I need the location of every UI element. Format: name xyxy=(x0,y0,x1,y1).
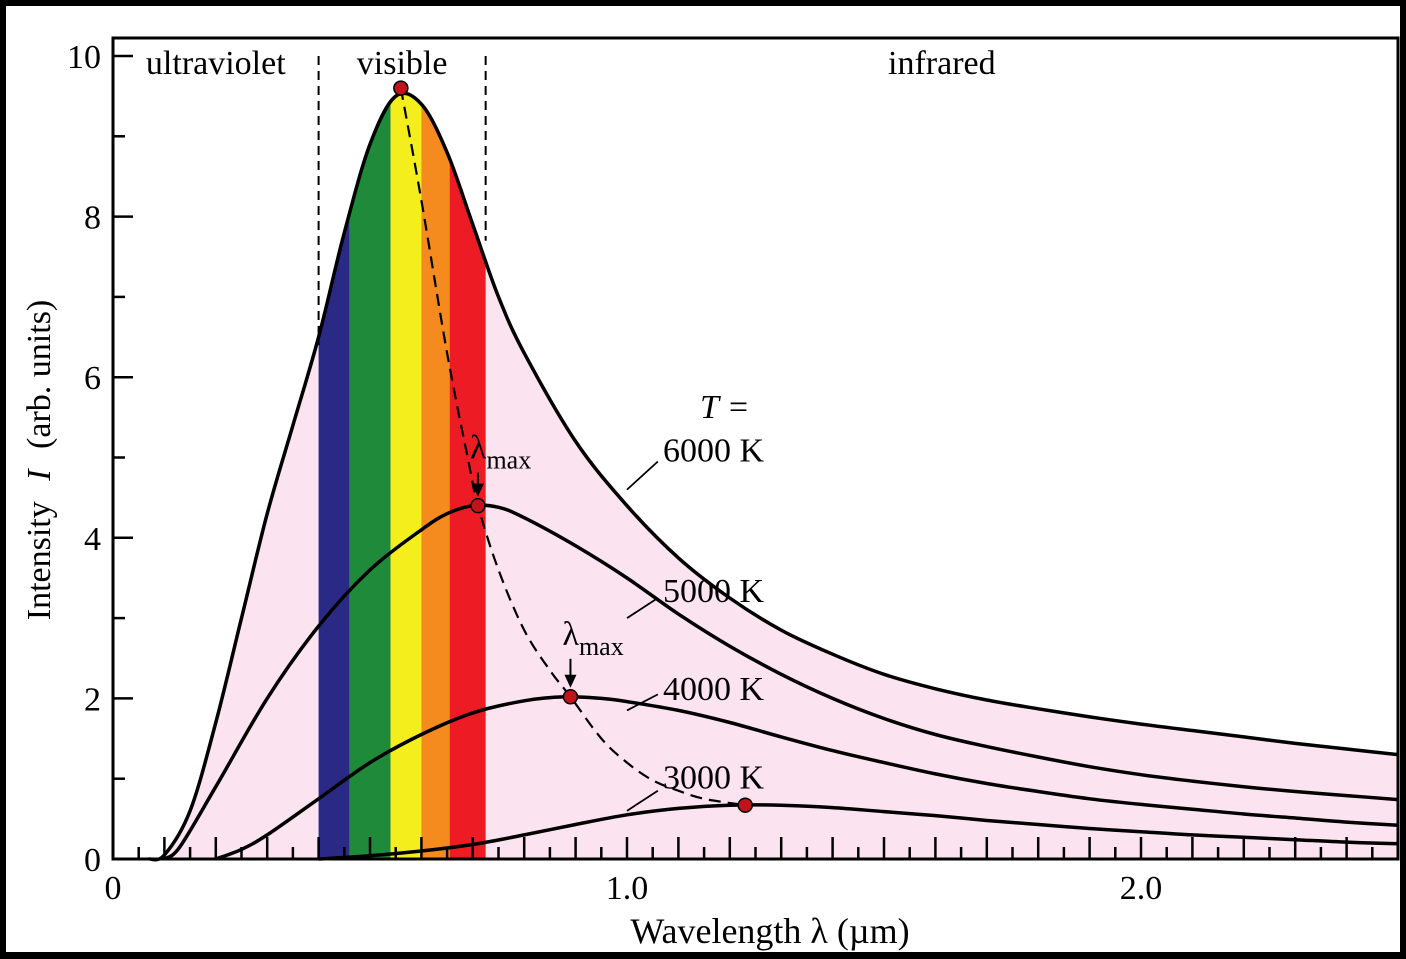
peak-marker-4 xyxy=(737,797,753,813)
visible-band-2 xyxy=(349,93,391,859)
temperature-label: T = xyxy=(700,389,750,426)
visible-band-3 xyxy=(390,93,422,859)
series-leader-4000-k xyxy=(626,693,659,712)
visible-band-4 xyxy=(421,93,450,859)
y-axis-label-main: Intensity xyxy=(21,501,58,620)
curve-3000-k xyxy=(318,803,1399,861)
y-axis-label-units: (arb. units) xyxy=(21,300,58,449)
x-axis-label: Wavelength λ (µm) xyxy=(630,911,909,951)
region-label-ultraviolet: ultraviolet xyxy=(146,45,286,82)
series-leader-5000-k xyxy=(626,597,659,619)
region-label-visible: visible xyxy=(357,45,448,82)
y-axis-label: Intensity I (arb. units) xyxy=(21,300,58,621)
curve-4000-k xyxy=(215,694,1399,861)
peak-marker-2 xyxy=(470,497,486,514)
lambda-max-arrow-head-2 xyxy=(564,674,577,688)
x-tick-label: 2.0 xyxy=(1120,870,1163,907)
y-tick-label: 10 xyxy=(67,39,101,76)
peak-marker-3 xyxy=(562,689,579,705)
series-label-5000-k: 5000 K xyxy=(663,573,765,610)
region-boundaries xyxy=(317,56,487,346)
peak-markers xyxy=(393,80,753,813)
series-leader-6000-k xyxy=(626,460,659,491)
lambda-max-annotation-2: λmax xyxy=(562,616,623,661)
series-label-6000-k: 6000 K xyxy=(663,433,765,470)
curve-5000-k xyxy=(163,503,1399,861)
series-label-3000-k: 3000 K xyxy=(663,759,765,796)
peak-marker-1 xyxy=(393,80,409,96)
x-tick-label: 0 xyxy=(105,870,122,907)
temperature-curves xyxy=(148,91,1399,862)
y-tick-label: 4 xyxy=(84,521,101,558)
y-axis-label-symbol: I xyxy=(21,468,58,482)
y-tick-label: 2 xyxy=(84,681,101,718)
lambda-max-arrow-head-1 xyxy=(471,483,484,497)
x-tick-label: 1.0 xyxy=(606,870,649,907)
svg-text:Intensity I (arb.: Intensity I (arb. units) xyxy=(21,300,58,621)
lambda-max-annotation-1: λmax xyxy=(470,430,531,475)
wien-displacement-curve xyxy=(399,87,746,807)
axis-ticks: 0 1.0 2.0 0 2 4 6 8 10 xyxy=(67,39,1400,907)
series-leader-3000-k xyxy=(626,789,659,812)
chart-labels: ultraviolet visible infrared 6000 K 5000 K 40… xyxy=(146,45,996,812)
y-tick-label: 6 xyxy=(84,360,101,397)
y-tick-label: 8 xyxy=(84,200,101,237)
curve-6000-k xyxy=(148,91,1399,862)
series-label-4000-k: 4000 K xyxy=(663,671,765,708)
y-tick-label: 0 xyxy=(84,842,101,879)
wien-curve xyxy=(399,87,746,807)
region-label-infrared: infrared xyxy=(888,45,996,82)
